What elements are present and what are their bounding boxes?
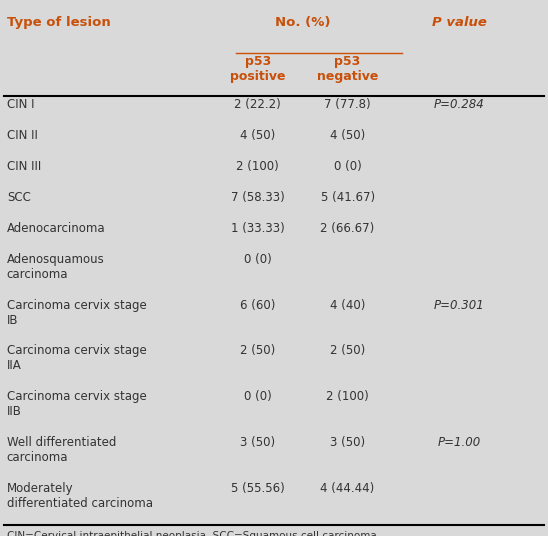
Text: Type of lesion: Type of lesion xyxy=(7,16,111,29)
Text: 3 (50): 3 (50) xyxy=(240,436,275,449)
Text: P=0.284: P=0.284 xyxy=(434,98,485,111)
Text: 5 (41.67): 5 (41.67) xyxy=(321,191,375,204)
Text: 0 (0): 0 (0) xyxy=(244,390,271,403)
Text: P=0.301: P=0.301 xyxy=(434,299,485,312)
Text: No. (%): No. (%) xyxy=(275,16,330,29)
Text: Carcinoma cervix stage
IIB: Carcinoma cervix stage IIB xyxy=(7,390,147,418)
Text: 7 (77.8): 7 (77.8) xyxy=(324,98,371,111)
Text: 7 (58.33): 7 (58.33) xyxy=(231,191,284,204)
Text: 0 (0): 0 (0) xyxy=(244,253,271,266)
Text: Carcinoma cervix stage
IB: Carcinoma cervix stage IB xyxy=(7,299,147,327)
Text: 0 (0): 0 (0) xyxy=(334,160,362,173)
Text: 5 (55.56): 5 (55.56) xyxy=(231,481,284,495)
Text: 2 (22.2): 2 (22.2) xyxy=(234,98,281,111)
Text: p53
negative: p53 negative xyxy=(317,55,378,84)
Text: CIN III: CIN III xyxy=(7,160,41,173)
Text: 4 (40): 4 (40) xyxy=(330,299,366,312)
Text: Carcinoma cervix stage
IIA: Carcinoma cervix stage IIA xyxy=(7,345,147,373)
Text: 3 (50): 3 (50) xyxy=(330,436,365,449)
Text: Adenosquamous
carcinoma: Adenosquamous carcinoma xyxy=(7,253,105,281)
Text: 2 (50): 2 (50) xyxy=(330,345,365,358)
Text: 4 (44.44): 4 (44.44) xyxy=(321,481,375,495)
Text: P=1.00: P=1.00 xyxy=(438,436,481,449)
Text: CIN I: CIN I xyxy=(7,98,35,111)
Text: 1 (33.33): 1 (33.33) xyxy=(231,222,284,235)
Text: P value: P value xyxy=(432,16,487,29)
Text: Well differentiated
carcinoma: Well differentiated carcinoma xyxy=(7,436,116,464)
Text: 2 (100): 2 (100) xyxy=(326,390,369,403)
Text: 6 (60): 6 (60) xyxy=(240,299,275,312)
Text: 2 (66.67): 2 (66.67) xyxy=(321,222,375,235)
Text: p53
positive: p53 positive xyxy=(230,55,286,84)
Text: 2 (50): 2 (50) xyxy=(240,345,275,358)
Text: 2 (100): 2 (100) xyxy=(236,160,279,173)
Text: 4 (50): 4 (50) xyxy=(330,129,365,142)
Text: Adenocarcinoma: Adenocarcinoma xyxy=(7,222,105,235)
Text: Moderately
differentiated carcinoma: Moderately differentiated carcinoma xyxy=(7,481,153,510)
Text: CIN=Cervical intraepithelial neoplasia, SCC=Squamous cell carcinoma: CIN=Cervical intraepithelial neoplasia, … xyxy=(7,531,376,536)
Text: SCC: SCC xyxy=(7,191,31,204)
Text: CIN II: CIN II xyxy=(7,129,38,142)
Text: 4 (50): 4 (50) xyxy=(240,129,275,142)
